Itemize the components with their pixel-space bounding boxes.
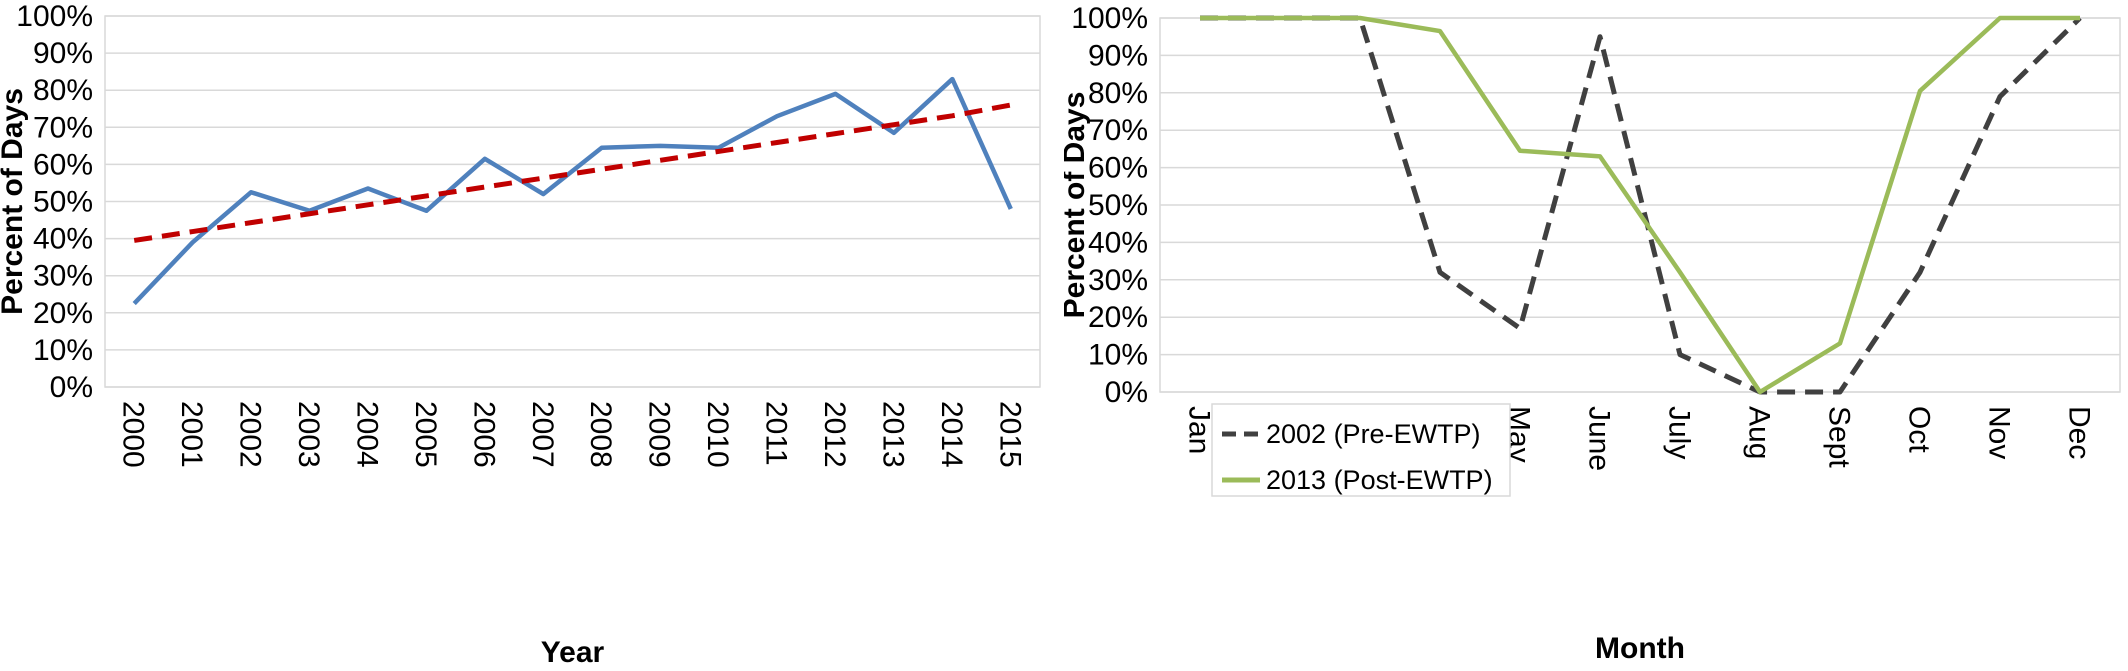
- x-tick-label: July: [1663, 406, 1696, 459]
- y-tick-label: 100%: [1071, 2, 1148, 35]
- y-tick-label: 0%: [1105, 376, 1148, 409]
- x-tick-label: 2007: [526, 401, 559, 468]
- x-tick-label: 2013: [876, 401, 909, 468]
- y-tick-label: 80%: [33, 74, 93, 107]
- y-tick-label: 80%: [1088, 77, 1148, 110]
- y-tick-label: 40%: [1088, 226, 1148, 259]
- x-tick-label: 2011: [760, 401, 793, 466]
- x-tick-label: June: [1583, 406, 1616, 471]
- plot-frame: [1159, 17, 2121, 393]
- x-tick-label: Nov: [1983, 406, 2016, 459]
- y-tick-label: 100%: [16, 0, 93, 33]
- x-tick-label: Dec: [2063, 406, 2096, 459]
- chart-percent-by-year: 0% 10% 20% 30% 40% 50% 60% 70% 80% 90% 100% 2000 200…: [0, 0, 1041, 669]
- x-tick-label: Oct: [1903, 406, 1936, 453]
- x-tick-label: Aug: [1743, 406, 1776, 459]
- x-tick-label: 2009: [643, 401, 676, 468]
- x-axis-title: Year: [541, 636, 605, 669]
- x-tick-label: Jan: [1183, 406, 1216, 454]
- x-tick-label: 2002: [234, 401, 267, 468]
- x-tick-label: 2003: [292, 401, 325, 468]
- legend-label-2: 2013 (Post-EWTP): [1266, 465, 1493, 495]
- x-tick-label: 2008: [584, 401, 617, 468]
- y-tick-label: 70%: [33, 111, 93, 144]
- y-tick-label: 50%: [1088, 189, 1148, 222]
- series-line-2: [133, 102, 1012, 243]
- y-axis-title: Percent of Days: [0, 88, 29, 315]
- y-tick-label: 30%: [33, 260, 93, 293]
- y-tick-label: 50%: [33, 186, 93, 219]
- y-tick-label: 40%: [33, 223, 93, 256]
- y-tick-label: 20%: [1088, 301, 1148, 334]
- x-tick-label: 2000: [117, 401, 150, 468]
- y-tick-label: 60%: [33, 148, 93, 181]
- x-tick-label: 2010: [701, 401, 734, 468]
- plot-frame: [104, 15, 1041, 388]
- chart-percent-by-month: 0%10%20%30%40%50%60%70%80%90%100%JanFebM…: [1064, 2, 2121, 665]
- x-tick-label: Sept: [1823, 406, 1856, 468]
- x-tick-label: 2014: [935, 401, 968, 468]
- y-axis-title: Percent of Days: [1064, 92, 1091, 319]
- x-tick-label: 2006: [467, 401, 500, 468]
- x-tick-label: 2005: [409, 401, 442, 468]
- y-tick-label: 0%: [50, 371, 93, 404]
- y-tick-label: 10%: [1088, 339, 1148, 372]
- y-tick-label: 60%: [1088, 152, 1148, 185]
- y-tick-label: 10%: [33, 334, 93, 367]
- y-tick-label: 90%: [33, 37, 93, 70]
- legend: 2002 (Pre-EWTP) 2013 (Post-EWTP): [1211, 403, 1511, 497]
- legend-label-1: 2002 (Pre-EWTP): [1266, 419, 1481, 449]
- x-axis-title: Month: [1595, 632, 1685, 665]
- y-tick-label: 20%: [33, 297, 93, 330]
- legend-box: [1211, 403, 1511, 497]
- series-line-2: [1200, 15, 2080, 395]
- x-tick-label: 2001: [175, 401, 208, 468]
- y-tick-label: 30%: [1088, 264, 1148, 297]
- series-line-1: [132, 76, 1013, 306]
- x-tick-label: 2004: [350, 401, 383, 468]
- y-tick-label: 90%: [1088, 39, 1148, 72]
- y-tick-label: 70%: [1088, 114, 1148, 147]
- x-tick-label: 2015: [993, 401, 1026, 468]
- x-tick-label: 2012: [818, 401, 851, 468]
